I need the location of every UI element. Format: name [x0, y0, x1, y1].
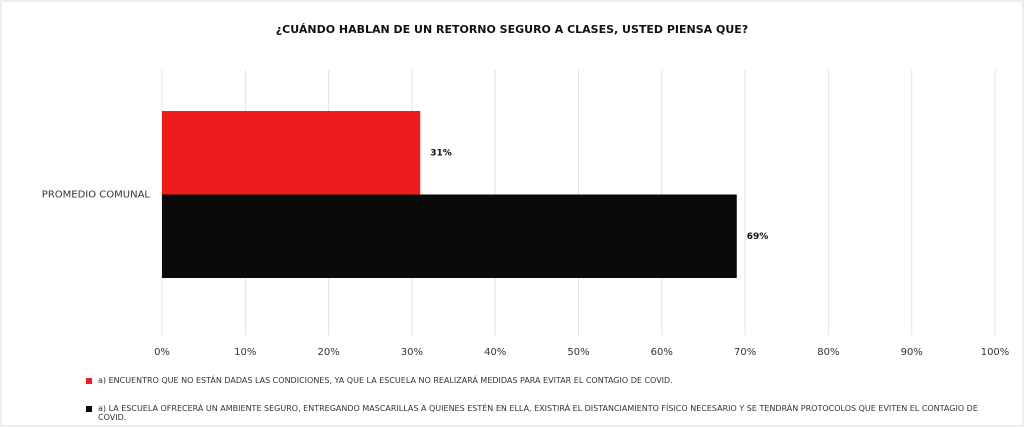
bar: [162, 194, 737, 278]
legend-item: a) LA ESCUELA OFRECERÁ UN AMBIENTE SEGUR…: [86, 404, 986, 422]
x-tick-label: 60%: [651, 347, 673, 358]
x-tick-label: 90%: [901, 347, 923, 358]
bar: [162, 111, 421, 195]
legend-swatch: [86, 406, 92, 412]
x-tick-label: 100%: [981, 347, 1010, 358]
legend-label: a) ENCUENTRO QUE NO ESTÁN DADAS LAS COND…: [98, 376, 673, 385]
x-tick-label: 10%: [234, 347, 256, 358]
x-tick-label: 30%: [401, 347, 423, 358]
x-tick-label: 80%: [817, 347, 839, 358]
legend-swatch: [86, 378, 92, 384]
x-tick-label: 0%: [154, 347, 170, 358]
legend-label: a) LA ESCUELA OFRECERÁ UN AMBIENTE SEGUR…: [98, 404, 978, 422]
x-tick-label: 70%: [734, 347, 756, 358]
chart-title: ¿CUÁNDO HABLAN DE UN RETORNO SEGURO A CL…: [276, 23, 748, 36]
data-label: 69%: [747, 232, 769, 242]
data-label: 31%: [430, 148, 452, 158]
y-tick-label: PROMEDIO COMUNAL: [42, 190, 151, 201]
x-tick-label: 50%: [567, 347, 589, 358]
legend-item: a) ENCUENTRO QUE NO ESTÁN DADAS LAS COND…: [86, 376, 986, 385]
x-tick-label: 40%: [484, 347, 506, 358]
x-tick-label: 20%: [317, 347, 339, 358]
